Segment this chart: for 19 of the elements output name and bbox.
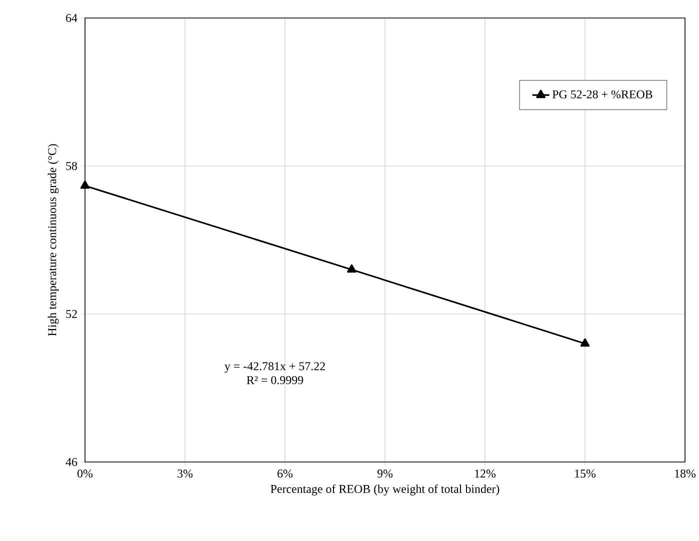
legend-label: PG 52-28 + %REOB <box>552 90 652 98</box>
x-tick-label: 3% <box>178 470 193 478</box>
y-tick-label: 64 <box>66 14 78 22</box>
x-tick-label: 15% <box>575 470 596 478</box>
x-tick-label: 12% <box>475 470 496 478</box>
x-axis-title: Percentage of REOB (by weight of total binder) <box>270 484 500 496</box>
y-tick-label: 58 <box>66 162 78 170</box>
annotation: R² = 0.9999 <box>246 376 304 384</box>
point <box>346 264 356 273</box>
y-tick-label: 46 <box>66 458 78 466</box>
point <box>580 338 590 347</box>
x-tick-label: 0% <box>77 470 93 478</box>
y-tick-label: 52 <box>66 310 77 318</box>
y-axis-title: High temperature continuous grade (°C) <box>48 144 59 336</box>
point <box>80 180 90 189</box>
x-tick-label: 6% <box>278 470 293 478</box>
annotation: y = -42.781x + 57.22 <box>224 362 325 373</box>
x-tick-label: 9% <box>377 470 393 478</box>
x-tick-label: 18% <box>675 470 696 478</box>
